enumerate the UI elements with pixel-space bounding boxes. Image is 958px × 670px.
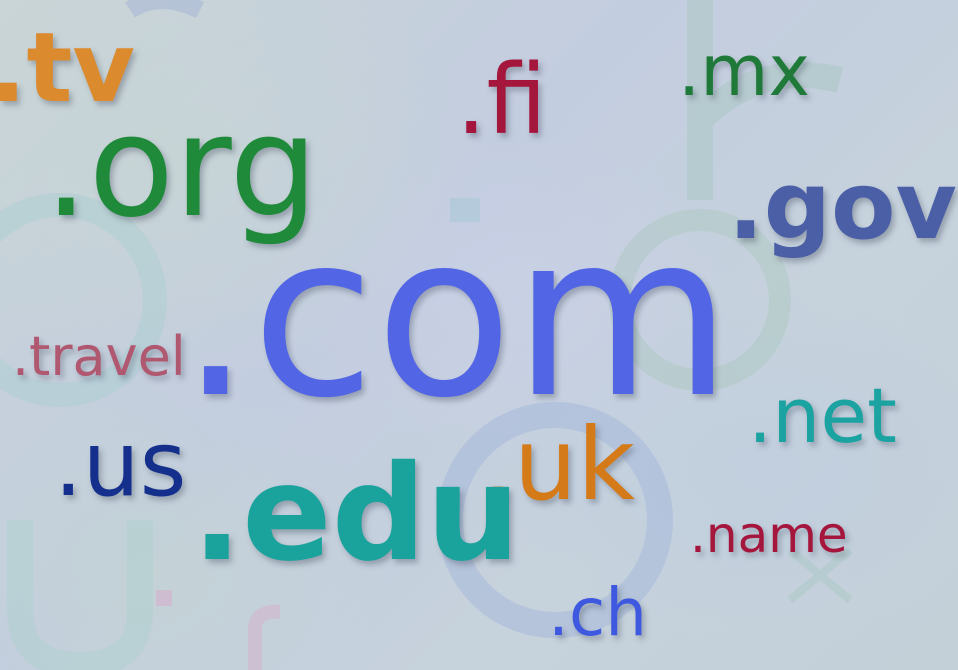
tld-edu: .edu [192, 437, 521, 591]
tld-mx: .mx [678, 30, 810, 112]
ghost-square-2 [156, 590, 172, 606]
tld-ch: .ch [548, 574, 648, 651]
ghost-s-stroke [125, 0, 205, 19]
ghost-e-ring [0, 193, 167, 407]
ghost-u-stroke [7, 520, 153, 670]
tld-com: .com [180, 186, 733, 448]
tld-fi: .fi [456, 44, 547, 156]
ghost-f-stroke [248, 604, 281, 670]
tld-uk: .uk [482, 406, 636, 523]
tld-name: .name [690, 506, 848, 564]
tld-us: .us [54, 412, 187, 517]
tld-net: .net [748, 371, 897, 460]
tld-travel: .travel [12, 325, 186, 388]
ghost-o-ring [437, 402, 673, 638]
tld-gov: .gov [728, 152, 957, 261]
tld-org: .org [44, 86, 319, 249]
tld-tv: .tv [0, 12, 135, 124]
ghost-o-ring-right [609, 209, 791, 391]
ghost-x-stroke [787, 546, 853, 604]
ghost-square [450, 198, 480, 222]
ghost-r-stroke [687, 0, 844, 200]
